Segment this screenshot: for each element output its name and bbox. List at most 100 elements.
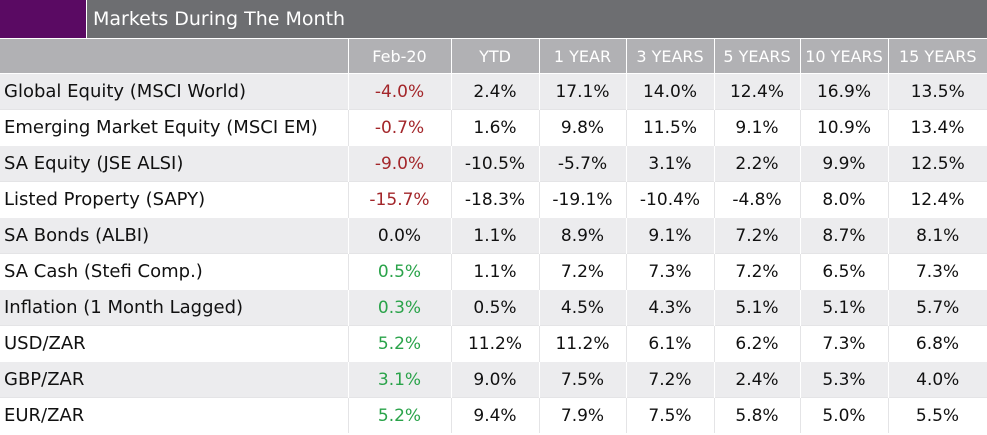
cell-15-years: 12.5% (888, 145, 987, 182)
cell-3-years: 7.2% (626, 361, 715, 398)
cell-1-year: 4.5% (539, 289, 627, 326)
table-row: USD/ZAR 5.2% 11.2% 11.2% 6.1% 6.2% 7.3% 6.8% (0, 325, 987, 362)
cell-ytd: 9.4% (451, 397, 540, 433)
cell-10-years: 5.1% (800, 289, 889, 326)
cell-15-years: 4.0% (888, 361, 987, 398)
row-label: Global Equity (MSCI World) (0, 73, 349, 110)
row-label: Emerging Market Equity (MSCI EM) (0, 109, 349, 146)
table-row: EUR/ZAR 5.2% 9.4% 7.9% 7.5% 5.8% 5.0% 5.5% (0, 397, 987, 433)
cell-ytd: 1.1% (451, 253, 540, 290)
cell-5-years: 9.1% (714, 109, 801, 146)
cell-month: 3.1% (348, 361, 452, 398)
row-label: Inflation (1 Month Lagged) (0, 289, 349, 326)
table-row: SA Cash (Stefi Comp.) 0.5% 1.1% 7.2% 7.3% 7.2… (0, 253, 987, 290)
cell-3-years: 11.5% (626, 109, 715, 146)
cell-ytd: 9.0% (451, 361, 540, 398)
cell-15-years: 6.8% (888, 325, 987, 362)
cell-month: 5.2% (348, 325, 452, 362)
cell-15-years: 5.7% (888, 289, 987, 326)
cell-15-years: 8.1% (888, 217, 987, 254)
table-row: Emerging Market Equity (MSCI EM) -0.7% 1.6… (0, 109, 987, 146)
table-row: Global Equity (MSCI World) -4.0% 2.4% 17.1%… (0, 73, 987, 110)
cell-month: 0.0% (348, 217, 452, 254)
cell-1-year: 7.5% (539, 361, 627, 398)
cell-month: -0.7% (348, 109, 452, 146)
cell-ytd: 2.4% (451, 73, 540, 110)
cell-ytd: 1.6% (451, 109, 540, 146)
title-bar: Markets During The Month (0, 0, 987, 38)
cell-3-years: 9.1% (626, 217, 715, 254)
row-label: SA Equity (JSE ALSI) (0, 145, 349, 182)
cell-3-years: -10.4% (626, 181, 715, 218)
cell-1-year: 17.1% (539, 73, 627, 110)
cell-3-years: 3.1% (626, 145, 715, 182)
cell-15-years: 7.3% (888, 253, 987, 290)
cell-5-years: 2.2% (714, 145, 801, 182)
table-row: Listed Property (SAPY) -15.7% -18.3% -19.1%… (0, 181, 987, 218)
table-row: Inflation (1 Month Lagged) 0.3% 0.5% 4.5% 4.… (0, 289, 987, 326)
header-15-years: 15 YEARS (888, 38, 987, 74)
cell-15-years: 12.4% (888, 181, 987, 218)
cell-1-year: 9.8% (539, 109, 627, 146)
cell-1-year: 7.2% (539, 253, 627, 290)
table-title: Markets During The Month (86, 0, 345, 38)
cell-ytd: -10.5% (451, 145, 540, 182)
cell-10-years: 5.0% (800, 397, 889, 433)
header-month: Feb-20 (348, 38, 452, 74)
cell-5-years: 6.2% (714, 325, 801, 362)
cell-10-years: 8.7% (800, 217, 889, 254)
table-row: SA Equity (JSE ALSI) -9.0% -10.5% -5.7% 3.1%… (0, 145, 987, 182)
cell-3-years: 7.3% (626, 253, 715, 290)
header-5-years: 5 YEARS (714, 38, 801, 74)
cell-15-years: 13.4% (888, 109, 987, 146)
table-row: GBP/ZAR 3.1% 9.0% 7.5% 7.2% 2.4% 5.3% 4.0% (0, 361, 987, 398)
cell-ytd: 1.1% (451, 217, 540, 254)
cell-5-years: 5.1% (714, 289, 801, 326)
cell-month: 0.5% (348, 253, 452, 290)
cell-5-years: -4.8% (714, 181, 801, 218)
cell-5-years: 7.2% (714, 253, 801, 290)
title-accent-swatch (0, 0, 86, 38)
cell-month: -15.7% (348, 181, 452, 218)
cell-ytd: 11.2% (451, 325, 540, 362)
cell-ytd: 0.5% (451, 289, 540, 326)
cell-5-years: 7.2% (714, 217, 801, 254)
table-body: Global Equity (MSCI World) -4.0% 2.4% 17.1%… (0, 73, 987, 433)
cell-10-years: 8.0% (800, 181, 889, 218)
row-label: GBP/ZAR (0, 361, 349, 398)
cell-10-years: 7.3% (800, 325, 889, 362)
cell-1-year: 11.2% (539, 325, 627, 362)
header-3-years: 3 YEARS (626, 38, 715, 74)
header-row: Feb-20 YTD 1 YEAR 3 YEARS 5 YEARS 10 YEA… (0, 38, 987, 74)
header-1-year: 1 YEAR (539, 38, 627, 74)
cell-ytd: -18.3% (451, 181, 540, 218)
cell-10-years: 5.3% (800, 361, 889, 398)
cell-10-years: 16.9% (800, 73, 889, 110)
cell-month: 0.3% (348, 289, 452, 326)
cell-15-years: 5.5% (888, 397, 987, 433)
markets-table: Feb-20 YTD 1 YEAR 3 YEARS 5 YEARS 10 YEA… (0, 38, 987, 433)
table-row: SA Bonds (ALBI) 0.0% 1.1% 8.9% 9.1% 7.2% 8.7% 8… (0, 217, 987, 254)
row-label: Listed Property (SAPY) (0, 181, 349, 218)
cell-10-years: 6.5% (800, 253, 889, 290)
header-label-column (0, 38, 349, 74)
cell-3-years: 7.5% (626, 397, 715, 433)
row-label: EUR/ZAR (0, 397, 349, 433)
cell-month: 5.2% (348, 397, 452, 433)
cell-10-years: 10.9% (800, 109, 889, 146)
cell-5-years: 5.8% (714, 397, 801, 433)
cell-3-years: 4.3% (626, 289, 715, 326)
cell-month: -9.0% (348, 145, 452, 182)
row-label: SA Bonds (ALBI) (0, 217, 349, 254)
cell-1-year: -5.7% (539, 145, 627, 182)
row-label: USD/ZAR (0, 325, 349, 362)
cell-3-years: 6.1% (626, 325, 715, 362)
cell-month: -4.0% (348, 73, 452, 110)
cell-10-years: 9.9% (800, 145, 889, 182)
row-label: SA Cash (Stefi Comp.) (0, 253, 349, 290)
cell-5-years: 2.4% (714, 361, 801, 398)
cell-15-years: 13.5% (888, 73, 987, 110)
header-ytd: YTD (451, 38, 540, 74)
cell-3-years: 14.0% (626, 73, 715, 110)
